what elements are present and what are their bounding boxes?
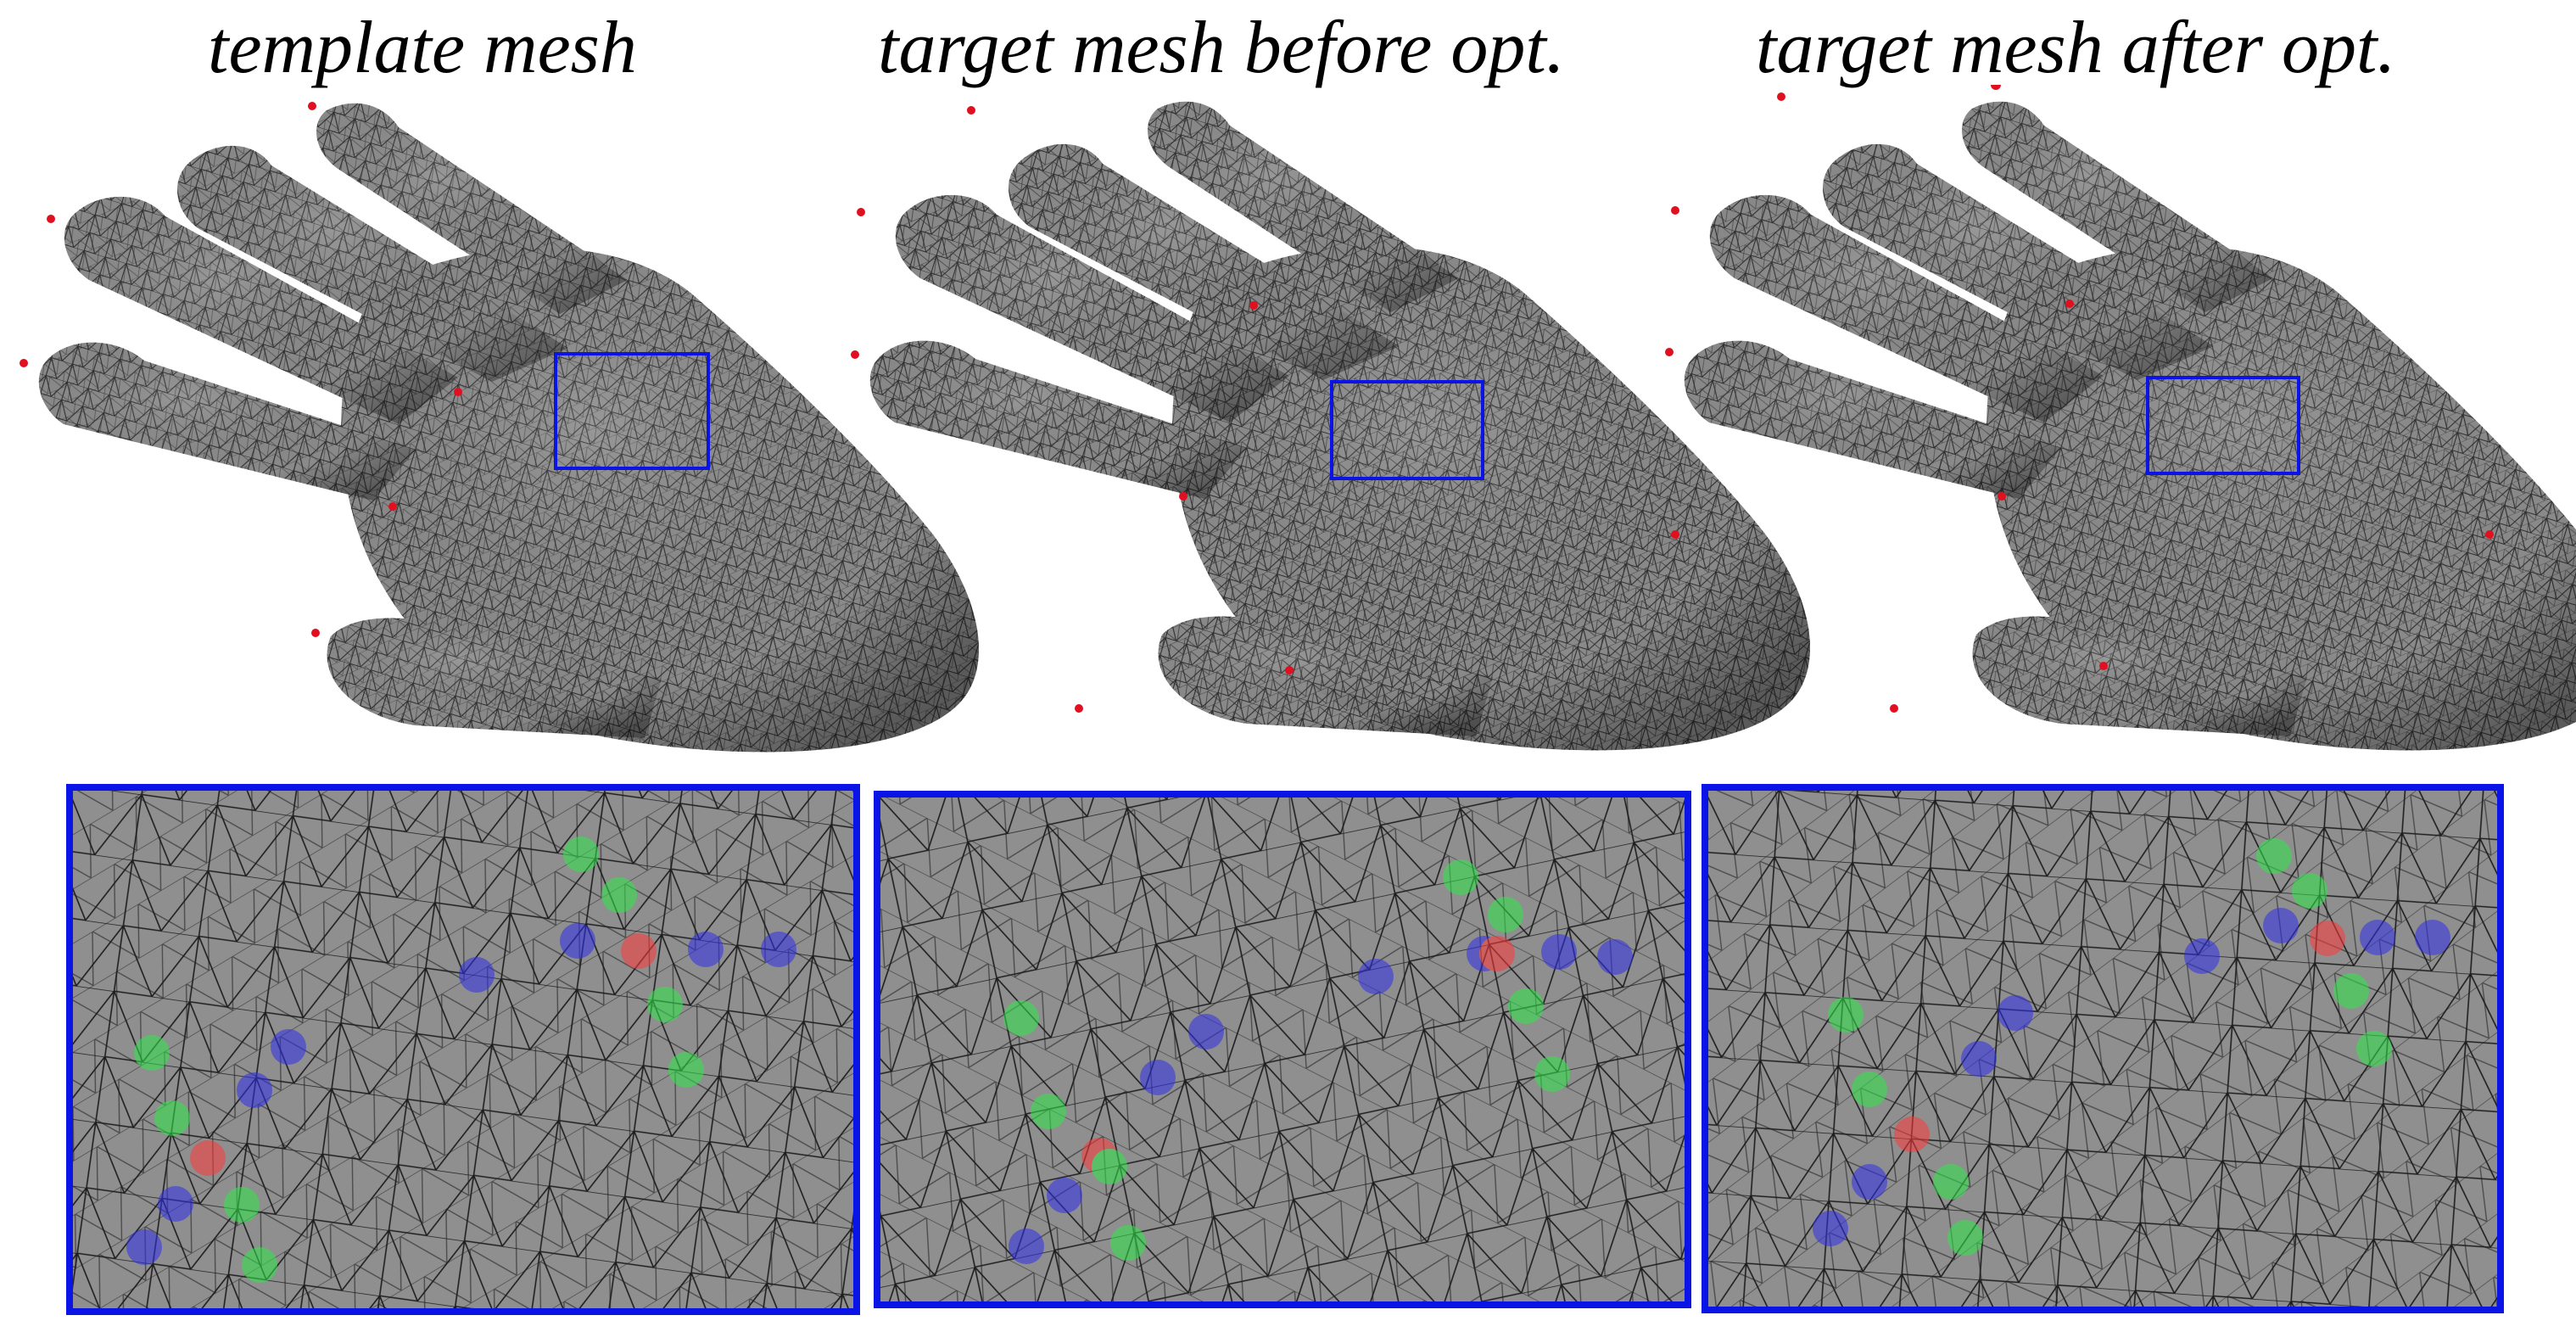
before-zoom-panel bbox=[874, 791, 1691, 1308]
before-landmark-points bbox=[851, 106, 1679, 713]
before-zoom-frame bbox=[874, 791, 1691, 1308]
after-zoom-region bbox=[2146, 376, 2300, 475]
after-zoom-panel bbox=[1702, 784, 2504, 1313]
hand-renderings bbox=[20, 85, 2576, 753]
after-zoom-frame bbox=[1702, 784, 2504, 1313]
template-zoom-region bbox=[554, 352, 710, 470]
panel-title-template: template mesh bbox=[208, 7, 637, 89]
template-zoom-panel bbox=[66, 784, 860, 1315]
before-vertex-dots bbox=[1003, 859, 1633, 1264]
before-opt-mesh-hand bbox=[869, 101, 1810, 751]
template-mesh-hand bbox=[38, 103, 980, 753]
before-zoom-region bbox=[1330, 380, 1484, 480]
panel-title-before: target mesh before opt. bbox=[878, 7, 1565, 89]
after-vertex-dots bbox=[1813, 838, 2450, 1256]
template-zoom-frame bbox=[66, 784, 860, 1315]
template-landmark-points bbox=[20, 102, 462, 637]
after-landmark-points bbox=[1665, 85, 2494, 713]
after-opt-mesh-hand bbox=[1684, 101, 2576, 751]
panel-title-after: target mesh after opt. bbox=[1756, 7, 2396, 89]
template-vertex-dots bbox=[126, 837, 796, 1283]
